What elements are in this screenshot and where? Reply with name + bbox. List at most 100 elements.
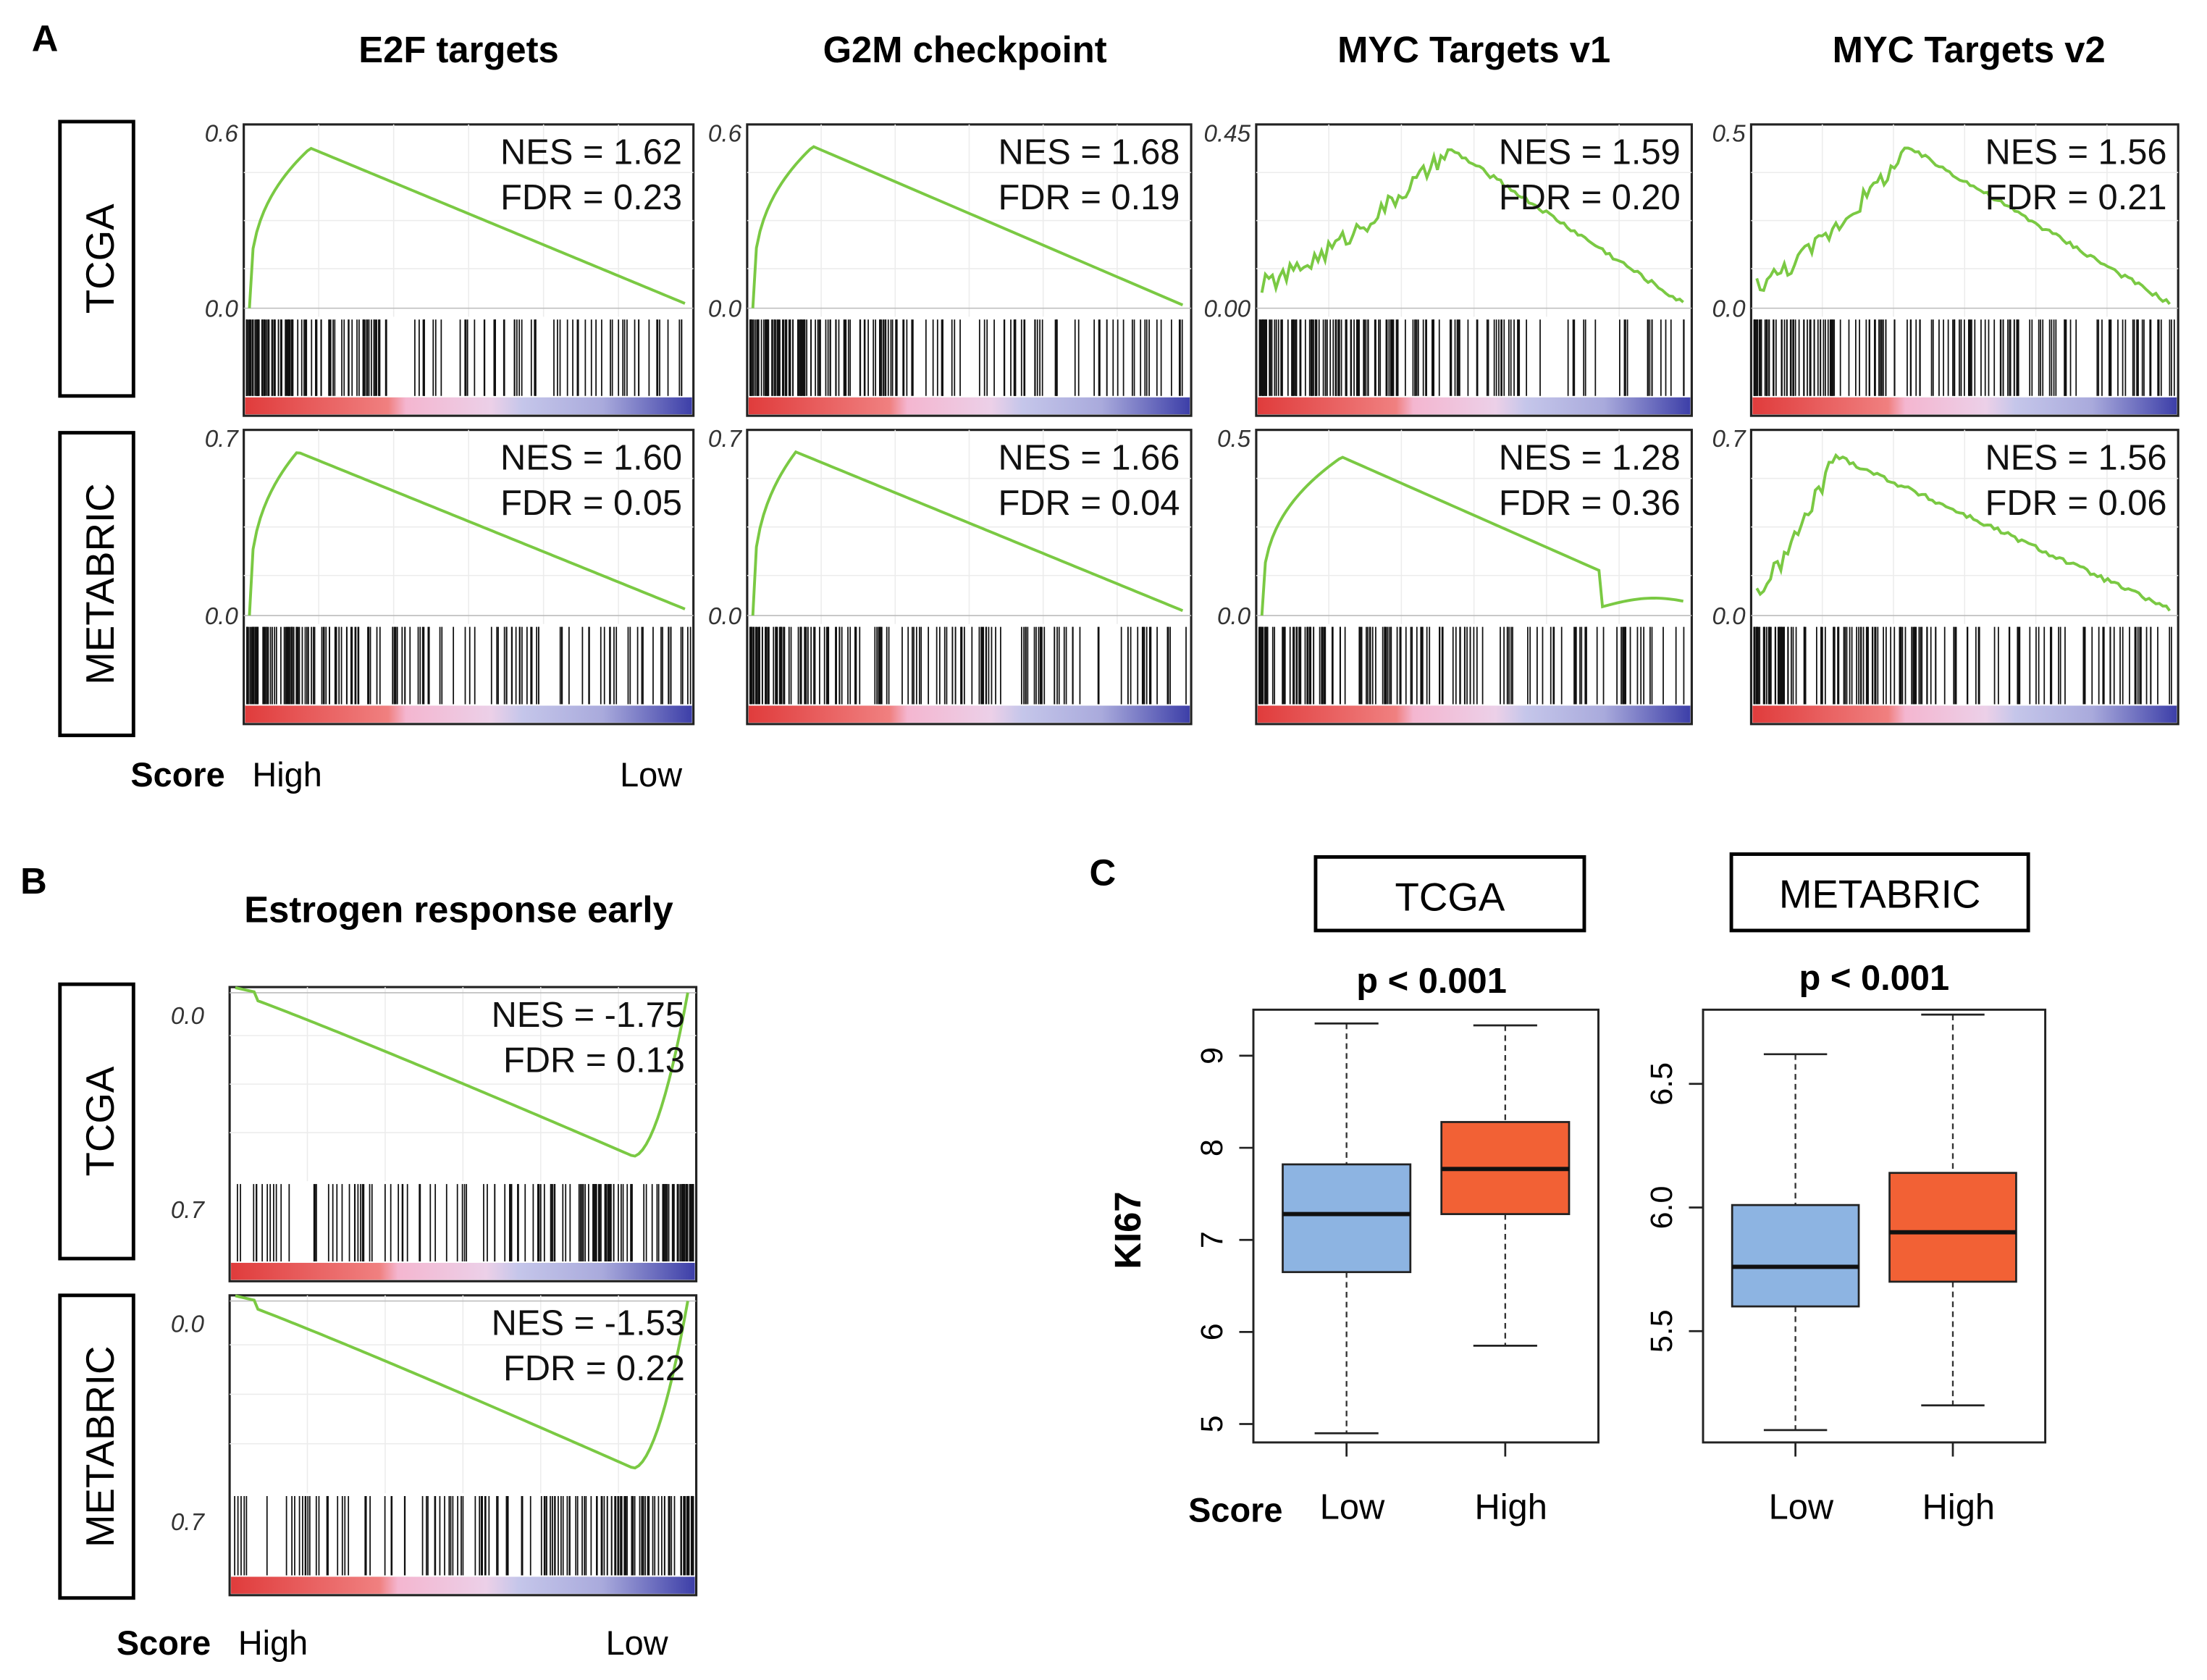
gsea-plot-5: 0.45 0.00 NES = 1.59 FDR = 0.20	[1204, 120, 1693, 417]
gsea-plot-21: 0.0 0.7 NES = -1.53 FDR = 0.22	[171, 1294, 698, 1597]
enrichment-curve	[1755, 453, 2172, 612]
enrichment-curve	[248, 451, 686, 616]
gsea-plot-7: 0.5 0.0 NES = 1.56 FDR = 0.21	[1712, 120, 2179, 417]
zero-label: 0.0	[708, 295, 742, 322]
score-label-a: Score	[130, 756, 224, 794]
zero-label: 0.0	[1712, 295, 1746, 322]
ymax-label: 0.7	[205, 426, 240, 453]
y-tick-label: 5.5	[1644, 1309, 1679, 1353]
hit-barcode	[1753, 626, 2172, 705]
boxplot-tcga: 5 6 7 8 9 Low High	[1195, 1008, 1599, 1526]
fdr-label: FDR = 0.19	[999, 178, 1180, 217]
ki67-label: KI67	[1107, 1191, 1148, 1269]
zero-label: 0.00	[1204, 295, 1251, 322]
ranked-metric-strip	[231, 1262, 695, 1280]
pvalue-tcga: p < 0.001	[1356, 962, 1507, 1001]
ranked-metric-strip	[245, 397, 692, 415]
panel-b-title: Estrogen response early	[244, 889, 673, 930]
boxplot-frame	[1702, 1008, 2047, 1444]
nes-label: NES = 1.60	[500, 438, 682, 477]
nes-label: NES = 1.28	[1499, 438, 1681, 477]
row-label-tcga: TCGA	[77, 203, 122, 314]
panel-label-b: B	[20, 860, 47, 902]
enrichment-curve	[1755, 146, 2171, 306]
hit-barcode	[1258, 626, 1685, 705]
ranked-metric-strip	[245, 705, 692, 723]
boxplots: 5 6 7 8 9 Low High 5.5 6.0 6.5 Low High	[1195, 1008, 2047, 1526]
ranked-metric-strip	[1752, 705, 2177, 723]
score-label-c: Score	[1188, 1491, 1282, 1529]
zero-label: 0.0	[1712, 603, 1746, 630]
y-tick-label: 6	[1195, 1323, 1229, 1340]
fdr-label: FDR = 0.05	[500, 484, 682, 523]
gsea-plot-3: 0.6 0.0 NES = 1.68 FDR = 0.19	[708, 120, 1193, 417]
y-tick-label: 9	[1195, 1047, 1229, 1064]
enrichment-curve	[235, 986, 689, 1158]
hit-barcode	[749, 626, 1187, 705]
ranked-metric-strip	[231, 1576, 695, 1594]
ymax-label: 0.6	[205, 120, 239, 147]
ranked-metric-strip	[748, 705, 1190, 723]
top-label: 0.0	[171, 1311, 205, 1338]
enrichment-curve	[235, 1294, 689, 1470]
ranked-metric-strip	[1752, 397, 2177, 415]
bottom-label: 0.7	[171, 1197, 206, 1224]
axis-low-a: Low	[620, 756, 682, 794]
axis-high-b: High	[238, 1624, 308, 1662]
box-title-metabric: METABRIC	[1779, 872, 1980, 917]
nes-label: NES = -1.53	[492, 1304, 685, 1343]
gsea-plot-4: 0.7 0.0 NES = 1.66 FDR = 0.04	[708, 426, 1193, 726]
row-label-b-metabric: METABRIC	[77, 1346, 122, 1547]
ranked-metric-strip	[748, 397, 1190, 415]
nes-label: NES = 1.56	[1985, 438, 2167, 477]
hit-barcode	[246, 626, 691, 705]
nes-label: NES = 1.59	[1499, 133, 1681, 172]
gsea-grid-a: 0.6 0.0 NES = 1.62 FDR = 0.23 0.7 0.0 NES = 1.…	[205, 120, 2179, 726]
zero-label: 0.0	[205, 295, 239, 322]
ranked-metric-strip	[1257, 705, 1691, 723]
fdr-label: FDR = 0.13	[503, 1041, 685, 1080]
hit-barcode	[749, 319, 1183, 396]
ymax-label: 0.45	[1204, 120, 1251, 147]
col-title-myc-v1: MYC Targets v1	[1337, 29, 1610, 70]
gsea-plot-8: 0.7 0.0 NES = 1.56 FDR = 0.06	[1712, 426, 2179, 726]
bottom-label: 0.7	[171, 1509, 206, 1536]
enrichment-curve	[751, 145, 1184, 308]
enrichment-curve	[248, 146, 686, 308]
fdr-label: FDR = 0.36	[1499, 484, 1681, 523]
y-tick-label: 7	[1195, 1231, 1229, 1248]
x-tick-label: Low	[1769, 1487, 1834, 1526]
boxplot-metabric: 5.5 6.0 6.5 Low High	[1644, 1008, 2047, 1526]
row-label-b-tcga: TCGA	[77, 1066, 122, 1176]
score-label-b: Score	[117, 1624, 211, 1662]
col-title-g2m: G2M checkpoint	[823, 29, 1107, 70]
row-label-metabric: METABRIC	[77, 483, 122, 684]
hit-barcode	[1258, 319, 1685, 396]
box-title-frame-metabric	[1729, 852, 2030, 933]
y-tick-label: 8	[1195, 1139, 1229, 1156]
gsea-plot-20: 0.0 0.7 NES = -1.75 FDR = 0.13	[171, 986, 698, 1282]
box-title-tcga: TCGA	[1395, 875, 1505, 920]
nes-label: NES = -1.75	[492, 996, 685, 1035]
fdr-label: FDR = 0.20	[1499, 178, 1681, 217]
gsea-plot-1: 0.6 0.0 NES = 1.62 FDR = 0.23	[205, 120, 695, 417]
axis-high-a: High	[252, 756, 321, 794]
col-title-e2f: E2F targets	[358, 29, 558, 70]
fdr-label: FDR = 0.22	[503, 1349, 685, 1388]
hit-barcode	[237, 1184, 694, 1261]
enrichment-curve	[751, 450, 1184, 616]
nes-label: NES = 1.56	[1985, 133, 2167, 172]
fdr-label: FDR = 0.04	[999, 484, 1180, 523]
box-low	[1731, 1204, 1860, 1308]
gsea-plot-2: 0.7 0.0 NES = 1.60 FDR = 0.05	[205, 426, 695, 726]
nes-label: NES = 1.62	[500, 133, 682, 172]
nes-label: NES = 1.66	[998, 438, 1180, 477]
pvalue-metabric: p < 0.001	[1799, 959, 1950, 998]
ranked-metric-strip	[1257, 397, 1691, 415]
row-label-box-b-tcga	[58, 982, 135, 1261]
box-high	[1888, 1172, 2017, 1283]
hit-barcode	[1753, 319, 2175, 396]
axis-low-b: Low	[606, 1624, 668, 1662]
row-label-box-b-metabric	[58, 1293, 135, 1600]
